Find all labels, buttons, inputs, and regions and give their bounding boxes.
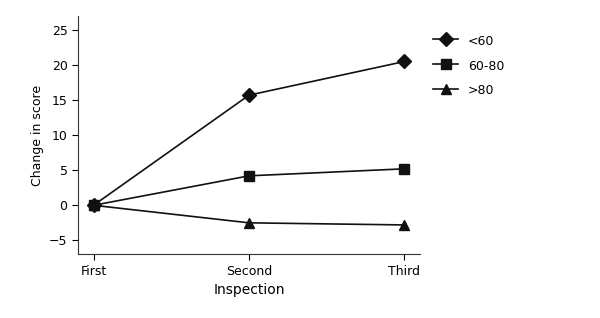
>80	[245, 221, 253, 225]
>80	[401, 223, 408, 227]
Line: <60: <60	[89, 57, 409, 210]
60-80	[90, 204, 97, 207]
X-axis label: Inspection: Inspection	[213, 283, 285, 297]
<60	[245, 93, 253, 97]
>80	[90, 204, 97, 207]
Y-axis label: Change in score: Change in score	[31, 85, 44, 186]
<60	[401, 59, 408, 63]
Legend: <60, 60-80, >80: <60, 60-80, >80	[433, 34, 505, 97]
Line: 60-80: 60-80	[89, 164, 409, 210]
60-80	[401, 167, 408, 171]
Line: >80: >80	[89, 200, 409, 230]
<60	[90, 204, 97, 207]
60-80	[245, 174, 253, 178]
